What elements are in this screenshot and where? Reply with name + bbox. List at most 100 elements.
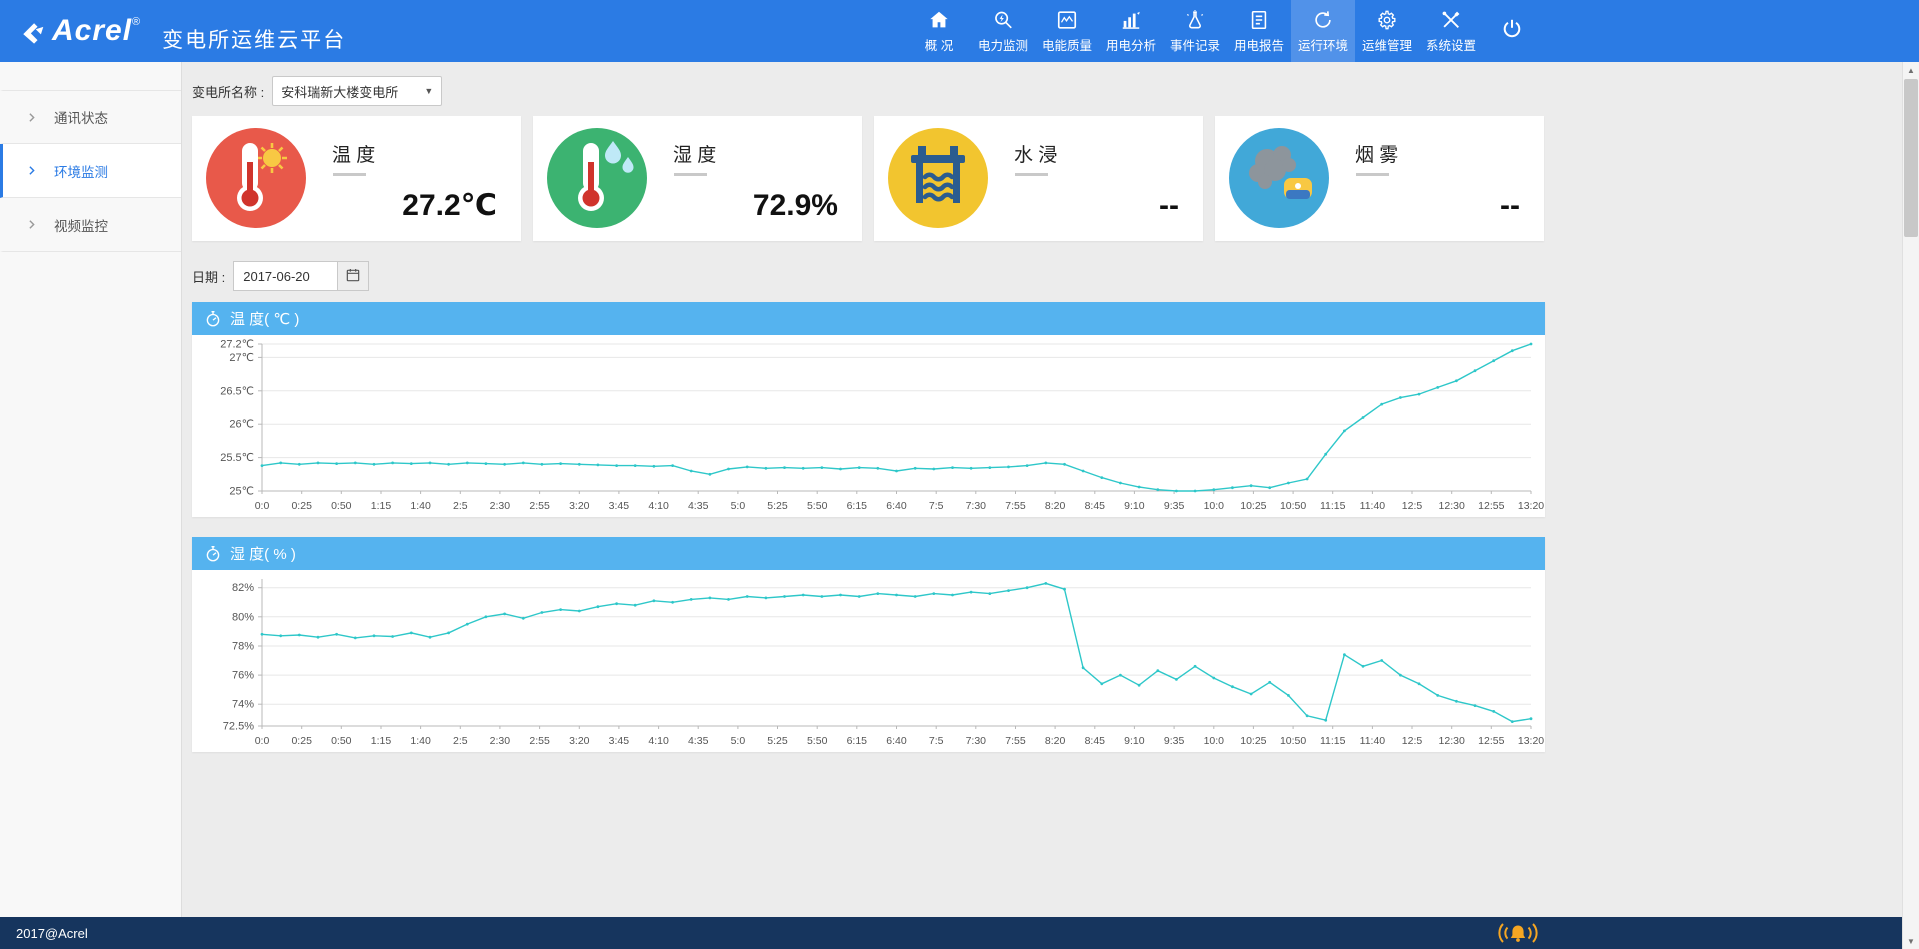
sensor-cards-row: 温 度 27.2℃ 湿 度 72.9% 水 浸 -- 烟 雾 -- — [192, 116, 1902, 241]
sensor-card-value: -- — [1159, 189, 1179, 222]
sidebar-item-label: 通讯状态 — [54, 111, 108, 126]
sidebar-item-0[interactable]: 通讯状态 — [0, 90, 181, 144]
svg-text:4:35: 4:35 — [688, 735, 709, 747]
svg-text:2:5: 2:5 — [453, 735, 468, 747]
nav-item-usage-analysis[interactable]: 用电分析 — [1099, 0, 1163, 62]
svg-text:7:5: 7:5 — [929, 500, 944, 512]
temperature-chart-title: 温 度( ℃ ) — [230, 311, 300, 328]
title-underline — [674, 173, 707, 176]
nav-item-operations[interactable]: 运维管理 — [1355, 0, 1419, 62]
svg-text:26.5℃: 26.5℃ — [220, 385, 254, 397]
svg-text:0:25: 0:25 — [291, 500, 312, 512]
svg-text:3:20: 3:20 — [569, 735, 590, 747]
sensor-card-value: 72.9% — [752, 189, 838, 222]
svg-text:12:30: 12:30 — [1439, 500, 1465, 512]
nav-item-power-quality[interactable]: 电能质量 — [1035, 0, 1099, 62]
line-chart-svg: 72.5% 74% 76% 78% 80% 82% 0:0 0:25 0:50 1:15 1:40 2… — [223, 579, 1544, 747]
power-button[interactable] — [1483, 0, 1541, 62]
svg-text:7:55: 7:55 — [1005, 500, 1026, 512]
top-navigation-bar: Acrel ® 变电所运维云平台 概 况 电力监测 电能质量 用电分析 事件记录 用电报告… — [0, 0, 1919, 62]
calendar-button[interactable] — [337, 261, 370, 291]
settings-icon — [1440, 8, 1462, 32]
nav-item-environment[interactable]: 运行环境 — [1291, 0, 1355, 62]
svg-text:6:15: 6:15 — [847, 735, 868, 747]
nav-item-label: 系统设置 — [1425, 39, 1476, 53]
nav-item-overview[interactable]: 概 况 — [907, 0, 971, 62]
svg-text:9:10: 9:10 — [1124, 735, 1145, 747]
svg-text:11:40: 11:40 — [1360, 735, 1386, 747]
svg-text:5:25: 5:25 — [767, 735, 788, 747]
svg-text:72.5%: 72.5% — [223, 721, 254, 733]
date-label: 日期 : — [192, 269, 226, 285]
svg-text:10:0: 10:0 — [1204, 735, 1225, 747]
nav-item-label: 运行环境 — [1297, 39, 1348, 53]
nav-item-settings[interactable]: 系统设置 — [1419, 0, 1483, 62]
sidebar-item-2[interactable]: 视频监控 — [0, 198, 181, 252]
temperature-chart: 25℃ 25.5℃ 26℃ 26.5℃ 27℃ 27.2℃ 0:0 0:25 0:50 1:15 1… — [192, 335, 1545, 517]
svg-text:0:25: 0:25 — [291, 735, 312, 747]
nav-item-report[interactable]: 用电报告 — [1227, 0, 1291, 62]
svg-text:2:55: 2:55 — [529, 500, 550, 512]
chevron-right-icon — [25, 218, 38, 231]
power-icon — [1500, 17, 1524, 46]
svg-text:10:25: 10:25 — [1240, 735, 1266, 747]
svg-text:10:50: 10:50 — [1280, 735, 1306, 747]
svg-text:12:30: 12:30 — [1439, 735, 1465, 747]
sensor-card-value: -- — [1500, 189, 1520, 222]
svg-text:27℃: 27℃ — [229, 352, 254, 364]
svg-text:26℃: 26℃ — [229, 419, 254, 431]
main-content: 变电所名称 : 安科瑞新大楼变电所 ▼ 温 度 27.2℃ 湿 度 72.9% 水 浸 -… — [182, 62, 1902, 917]
title-underline — [1015, 173, 1048, 176]
svg-text:0:50: 0:50 — [331, 735, 352, 747]
svg-text:5:50: 5:50 — [807, 735, 828, 747]
footer: 2017@Acrel — [0, 917, 1902, 949]
page-title: 变电所运维云平台 — [162, 29, 347, 52]
svg-text:0:0: 0:0 — [255, 500, 270, 512]
temperature-chart-panel: 温 度( ℃ ) 25℃ 25.5℃ 26℃ 26.5℃ 27℃ 27.2℃ 0:0 0:25… — [192, 302, 1545, 517]
line-chart-svg: 25℃ 25.5℃ 26℃ 26.5℃ 27℃27.2℃ 0:0 0:25 0:50 1:15 1… — [220, 339, 1544, 513]
station-select[interactable]: 安科瑞新大楼变电所 ▼ — [272, 76, 443, 106]
svg-text:3:45: 3:45 — [609, 735, 630, 747]
svg-text:8:45: 8:45 — [1085, 500, 1106, 512]
svg-text:4:35: 4:35 — [688, 500, 709, 512]
svg-text:5:0: 5:0 — [731, 500, 746, 512]
sidebar: 通讯状态环境监测 视频监控 — [0, 62, 182, 917]
svg-text:11:15: 11:15 — [1320, 500, 1346, 512]
acrel-logo-icon — [20, 20, 46, 51]
smoke-icon — [1229, 128, 1329, 228]
scrollbar[interactable]: ▲ ▼ — [1902, 62, 1919, 949]
scrollbar-thumb[interactable] — [1904, 79, 1918, 237]
svg-text:78%: 78% — [232, 641, 254, 653]
svg-text:12:5: 12:5 — [1402, 500, 1423, 512]
thermometer-drops-icon — [547, 128, 647, 228]
chevron-right-icon — [25, 164, 38, 177]
environment-icon — [1312, 8, 1334, 32]
svg-text:5:0: 5:0 — [731, 735, 746, 747]
svg-text:6:40: 6:40 — [886, 500, 907, 512]
date-input[interactable]: 2017-06-20 — [233, 261, 338, 291]
svg-text:2:5: 2:5 — [453, 500, 468, 512]
sidebar-item-1[interactable]: 环境监测 — [0, 144, 181, 198]
calendar-icon — [345, 267, 361, 286]
power-quality-icon — [1056, 8, 1078, 32]
svg-text:25℃: 25℃ — [229, 486, 254, 498]
scroll-up-button[interactable]: ▲ — [1903, 62, 1919, 78]
nav-item-power-monitoring[interactable]: 电力监测 — [971, 0, 1035, 62]
usage-analysis-icon — [1120, 8, 1142, 32]
humidity-chart-panel: 湿 度( % ) 72.5% 74% 76% 78% 80% 82% 0:0 0:25 0:50… — [192, 537, 1545, 752]
scroll-down-button[interactable]: ▼ — [1903, 933, 1919, 949]
station-select-label: 变电所名称 : — [192, 84, 265, 100]
svg-text:2:30: 2:30 — [490, 500, 511, 512]
power-monitoring-icon — [992, 8, 1014, 32]
svg-text:7:30: 7:30 — [966, 735, 987, 747]
svg-text:25.5℃: 25.5℃ — [220, 452, 254, 464]
title-underline — [1356, 173, 1389, 176]
nav-item-label: 用电报告 — [1233, 39, 1284, 53]
nav-item-event-log[interactable]: 事件记录 — [1163, 0, 1227, 62]
alarm-bell-icon[interactable] — [1496, 921, 1540, 948]
overview-icon — [928, 8, 950, 32]
flood-icon — [888, 128, 988, 228]
nav-item-label: 概 况 — [924, 39, 954, 53]
svg-text:74%: 74% — [232, 699, 254, 711]
sensor-card-title: 水 浸 — [1014, 145, 1058, 166]
